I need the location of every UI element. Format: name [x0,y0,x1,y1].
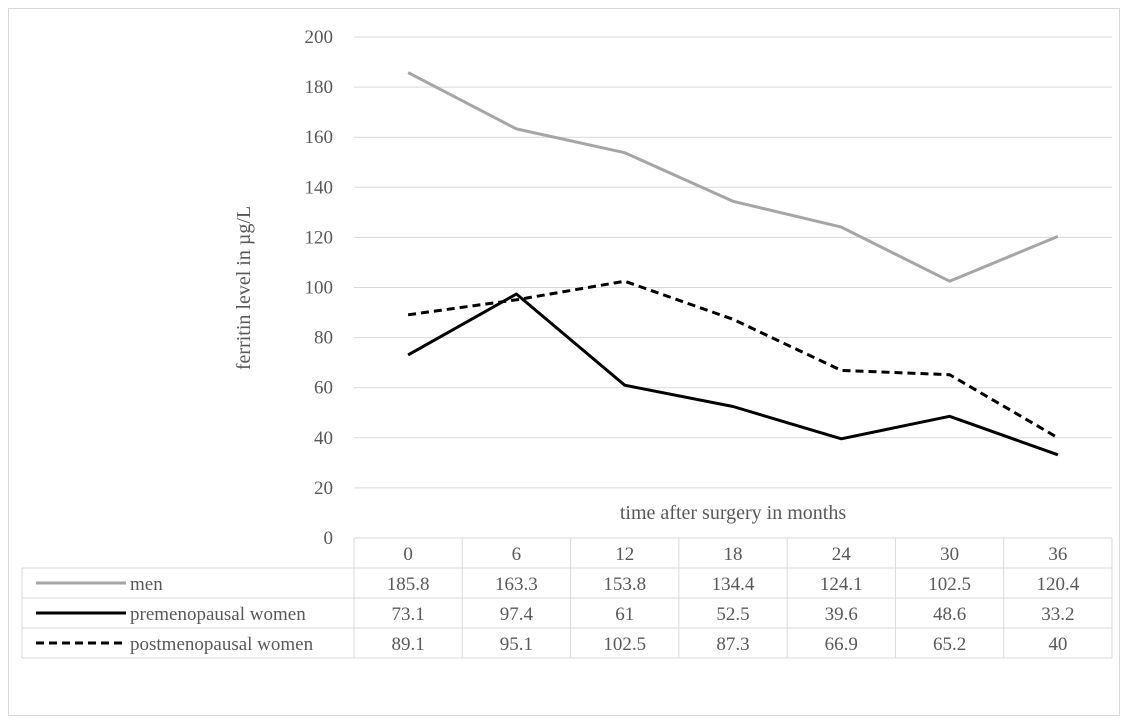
y-tick-label: 200 [305,27,334,48]
series-line [407,71,1059,283]
data-label: 87.3 [716,634,749,655]
data-label: 102.5 [928,574,971,595]
y-tick-label: 100 [305,278,334,299]
legend-label: premenopausal women [130,604,306,625]
data-label: 65.2 [933,634,966,655]
data-label: 73.1 [392,604,425,625]
x-tick-label: 30 [940,544,959,565]
x-tick-label: 0 [403,544,413,565]
y-tick-labels: 0 20 40 60 80 100 120 140 160 180 200 [305,27,334,549]
x-tick-label: 36 [1048,544,1067,565]
y-tick-label: 40 [314,428,333,449]
x-tick-label: 6 [512,544,522,565]
y-tick-label: 0 [324,528,334,549]
series-line [407,292,1059,457]
x-tick-label: 18 [724,544,743,565]
x-axis-title: time after surgery in months [620,502,846,524]
data-label: 48.6 [933,604,966,625]
y-tick-label: 80 [314,328,333,349]
data-label: 40 [1048,634,1067,655]
data-label: 163.3 [495,574,538,595]
x-tick-label: 24 [832,544,852,565]
data-label: 97.4 [500,604,534,625]
series-lines [407,71,1059,457]
data-label: 185.8 [387,574,430,595]
data-label: 102.5 [603,634,646,655]
series-line [407,279,1059,440]
legend-label: men [130,574,163,595]
data-table: 0 6 12 18 24 30 36 men 185.8 163.3 153.8 134.4 124.1… [21,537,1113,659]
data-label: 66.9 [825,634,858,655]
data-label: 89.1 [392,634,425,655]
data-label: 61 [615,604,634,625]
y-tick-label: 60 [314,378,333,399]
y-axis-title: ferritin level in µg/L [233,206,255,370]
data-label: 120.4 [1036,574,1079,595]
legend-label: postmenopausal women [130,634,314,655]
y-tick-label: 180 [305,77,334,98]
y-tick-label: 120 [305,227,334,248]
data-label: 153.8 [603,574,646,595]
y-tick-label: 20 [314,478,333,499]
y-tick-label: 160 [305,127,334,148]
data-label: 124.1 [820,574,863,595]
data-label: 52.5 [716,604,749,625]
data-label: 134.4 [712,574,755,595]
y-tick-label: 140 [305,177,334,198]
x-tick-label: 12 [615,544,634,565]
gridlines [354,36,1112,489]
data-label: 95.1 [500,634,533,655]
data-label: 39.6 [825,604,858,625]
data-label: 33.2 [1041,604,1074,625]
